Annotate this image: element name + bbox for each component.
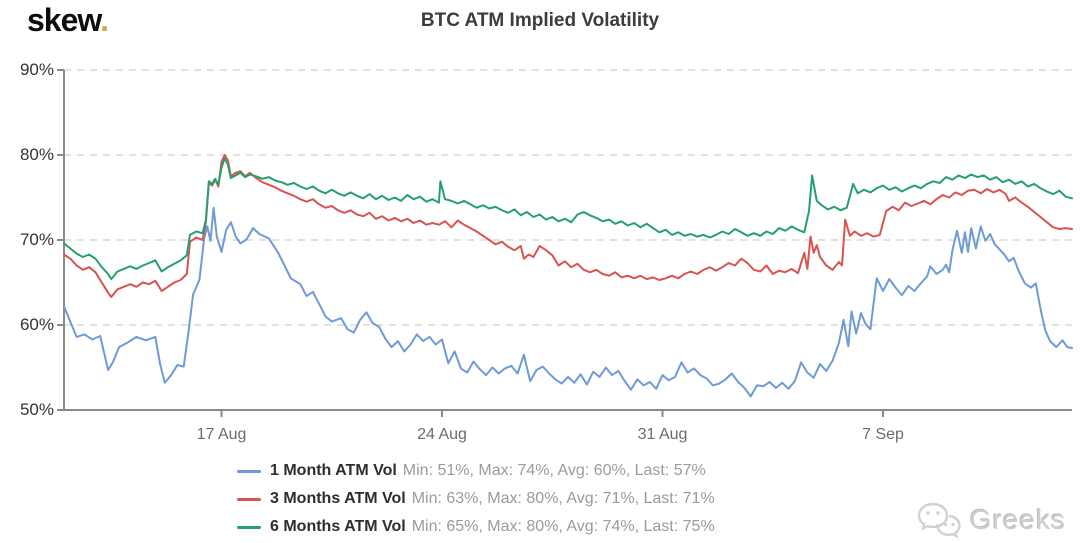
legend-dash-icon bbox=[237, 497, 261, 501]
legend-stats: Min: 63%, Max: 80%, Avg: 71%, Last: 71% bbox=[411, 490, 715, 507]
legend-label: 1 Month ATM Vol bbox=[270, 462, 397, 479]
legend-item-3-months[interactable]: 3 Months ATM Vol Min: 63%, Max: 80%, Avg… bbox=[237, 485, 715, 513]
greeks-watermark: Greeks bbox=[916, 501, 1066, 539]
y-axis-tick-label: 70% bbox=[19, 230, 54, 249]
y-axis-tick-label: 60% bbox=[19, 315, 54, 334]
chart-legend: 1 Month ATM Vol Min: 51%, Max: 74%, Avg:… bbox=[237, 457, 715, 541]
y-axis-tick-label: 80% bbox=[19, 145, 54, 164]
chart-title: BTC ATM Implied Volatility bbox=[420, 10, 660, 31]
x-axis-tick-label: 31 Aug bbox=[637, 426, 688, 443]
y-axis-tick-label: 90% bbox=[19, 60, 54, 79]
y-axis-tick-label: 50% bbox=[19, 400, 54, 419]
wechat-icon bbox=[917, 502, 961, 539]
x-axis-tick-label: 24 Aug bbox=[417, 426, 467, 443]
legend-stats: Min: 51%, Max: 74%, Avg: 60%, Last: 57% bbox=[402, 462, 706, 479]
series-line-1 bbox=[63, 206, 1073, 398]
legend-label: 6 Months ATM Vol bbox=[270, 518, 406, 535]
legend-stats: Min: 65%, Max: 80%, Avg: 74%, Last: 75% bbox=[411, 518, 715, 535]
series-line-3 bbox=[63, 157, 1073, 281]
legend-item-1-month[interactable]: 1 Month ATM Vol Min: 51%, Max: 74%, Avg:… bbox=[237, 457, 715, 485]
legend-label: 3 Months ATM Vol bbox=[270, 490, 406, 507]
skew-logo: skew. bbox=[27, 2, 109, 39]
x-axis-tick-label: 17 Aug bbox=[196, 426, 247, 443]
watermark-text: Greeks bbox=[969, 504, 1066, 535]
skew-logo-text: skew bbox=[27, 2, 101, 38]
legend-dash-icon bbox=[237, 469, 261, 473]
legend-dash-icon bbox=[237, 525, 261, 529]
x-axis-tick-label: 7 Sep bbox=[862, 426, 904, 443]
skew-logo-dot: . bbox=[100, 2, 109, 38]
legend-item-6-months[interactable]: 6 Months ATM Vol Min: 65%, Max: 80%, Avg… bbox=[237, 513, 715, 541]
